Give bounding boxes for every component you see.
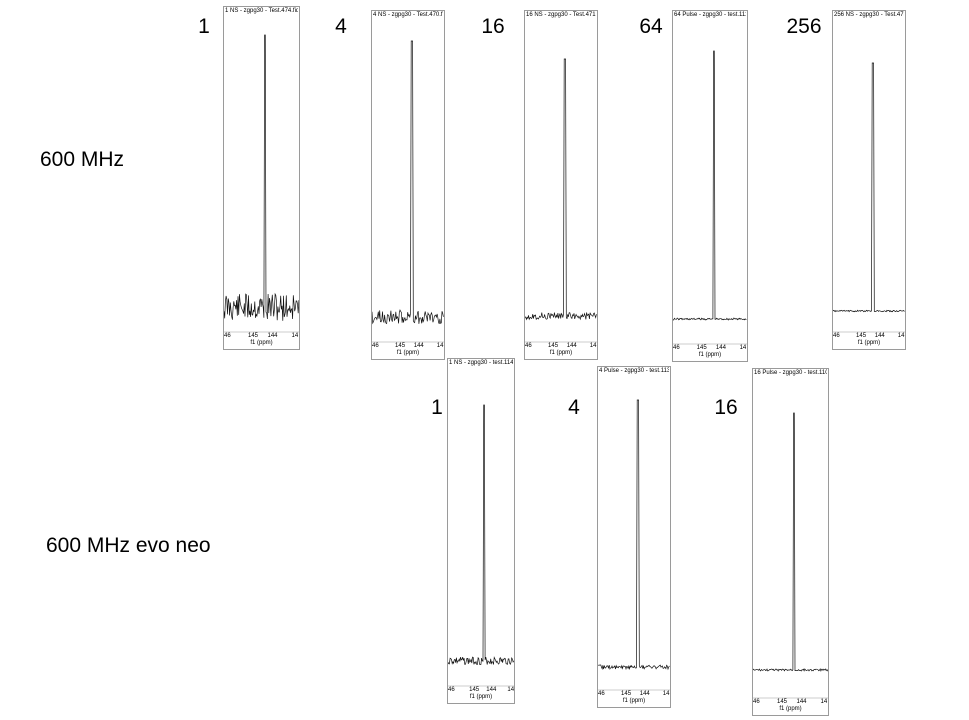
- spectrum-title: 1 NS - zgpg30 - test.114.: [449, 360, 513, 366]
- spectrum-trace: [673, 50, 747, 345]
- tick-label: 145: [248, 333, 259, 339]
- spectrum-title: 256 NS - zgpg30 - Test.473.: [834, 12, 904, 18]
- tick-label: 144: [566, 343, 577, 349]
- spectrum-panel: 4 Pulse - zgpg30 - test.113. 46 145 144 14 f1…: [597, 366, 671, 708]
- row-label-600mhz-evo-neo: 600 MHz evo neo: [46, 534, 211, 557]
- spectrum-panel: 1 NS - zgpg30 - test.114. 46 145 144 14 f1 (p…: [447, 358, 515, 704]
- ns-label: 1: [431, 396, 443, 419]
- tick-label: 46: [598, 691, 605, 697]
- spectrum-panel: 16 Pulse - zgpg30 - test.110. 46 145 144 14 f…: [752, 368, 829, 716]
- spectrum-trace: [448, 404, 514, 687]
- tick-label: 46: [525, 343, 532, 349]
- spectrum-panel: 256 NS - zgpg30 - Test.473. 46 145 144 14 f1 …: [832, 10, 906, 350]
- row-label-600mhz: 600 MHz: [40, 148, 125, 171]
- spectrum-title: 64 Pulse - zgpg30 - test.111: [674, 12, 746, 18]
- spectrum-title: 16 NS - zgpg30 - Test.471.: [526, 12, 596, 18]
- ns-label: 1: [198, 15, 210, 38]
- tick-label: 145: [696, 345, 707, 351]
- tick-label: 144: [796, 699, 807, 705]
- x-axis-label: f1 (ppm): [396, 350, 420, 356]
- spectrum-trace: [833, 62, 905, 333]
- spectrum-line: [673, 50, 747, 321]
- tick-label: 14: [507, 687, 515, 693]
- x-axis-label: f1 (ppm): [779, 706, 802, 712]
- x-axis-label: f1 (ppm): [857, 340, 881, 346]
- spectrum-line: [833, 62, 905, 313]
- spectrum-trace: [753, 412, 828, 699]
- tick-label: 145: [469, 687, 480, 693]
- tick-label: 46: [448, 687, 455, 693]
- tick-label: 145: [621, 691, 632, 697]
- tick-label: 14: [436, 343, 444, 349]
- spectrum-line: [598, 399, 670, 671]
- ns-label: 16: [481, 15, 505, 38]
- spectrum-panel: 1 NS - zgpg30 - Test.474.fid 46 145 144 14 f1…: [223, 6, 300, 350]
- x-axis-label: f1 (ppm): [549, 350, 573, 356]
- ns-label: 4: [335, 15, 347, 38]
- spectrum-title: 1 NS - zgpg30 - Test.474.fid: [225, 8, 298, 14]
- tick-label: 14: [662, 691, 670, 697]
- spectrum-line: [525, 58, 597, 321]
- tick-label: 46: [673, 345, 680, 351]
- spectrum-panel: 64 Pulse - zgpg30 - test.111 46 145 144 14 f1…: [672, 10, 748, 362]
- tick-label: 46: [753, 699, 760, 705]
- spectrum-line: [372, 40, 444, 325]
- tick-label: 144: [267, 333, 278, 339]
- spectrum-title: 4 NS - zgpg30 - Test.470.fid: [373, 12, 443, 18]
- ns-label: 256: [786, 15, 822, 38]
- tick-label: 14: [820, 699, 828, 705]
- tick-label: 145: [548, 343, 559, 349]
- tick-label: 46: [372, 343, 379, 349]
- tick-label: 145: [395, 343, 406, 349]
- spectrum-line: [753, 412, 828, 672]
- tick-label: 144: [486, 687, 497, 693]
- tick-label: 14: [589, 343, 597, 349]
- tick-label: 14: [897, 333, 905, 339]
- tick-label: 145: [777, 699, 788, 705]
- x-axis-label: f1 (ppm): [469, 694, 493, 700]
- x-axis-label: f1 (ppm): [250, 340, 273, 346]
- tick-label: 144: [639, 691, 650, 697]
- spectrum-panel: 4 NS - zgpg30 - Test.470.fid 46 145 144 14 f1…: [371, 10, 445, 360]
- tick-label: 145: [856, 333, 867, 339]
- tick-label: 144: [874, 333, 885, 339]
- ns-label: 64: [639, 15, 663, 38]
- spectrum-trace: [372, 40, 444, 343]
- tick-label: 46: [224, 333, 231, 339]
- tick-label: 144: [715, 345, 726, 351]
- spectrum-line: [224, 34, 299, 321]
- tick-label: 14: [291, 333, 299, 339]
- ns-label: 16: [714, 396, 738, 419]
- spectrum-line: [448, 404, 514, 666]
- spectrum-trace: [598, 399, 670, 691]
- ns-label: 4: [568, 396, 580, 419]
- tick-label: 144: [413, 343, 424, 349]
- spectrum-trace: [224, 34, 299, 333]
- tick-label: 46: [833, 333, 840, 339]
- spectrum-trace: [525, 58, 597, 343]
- spectrum-panel: 16 NS - zgpg30 - Test.471. 46 145 144 14 f1 (…: [524, 10, 598, 360]
- tick-label: 14: [739, 345, 747, 351]
- spectrum-title: 4 Pulse - zgpg30 - test.113.: [599, 368, 669, 374]
- x-axis-label: f1 (ppm): [698, 352, 722, 358]
- spectrum-title: 16 Pulse - zgpg30 - test.110.: [754, 370, 827, 376]
- x-axis-label: f1 (ppm): [622, 698, 646, 704]
